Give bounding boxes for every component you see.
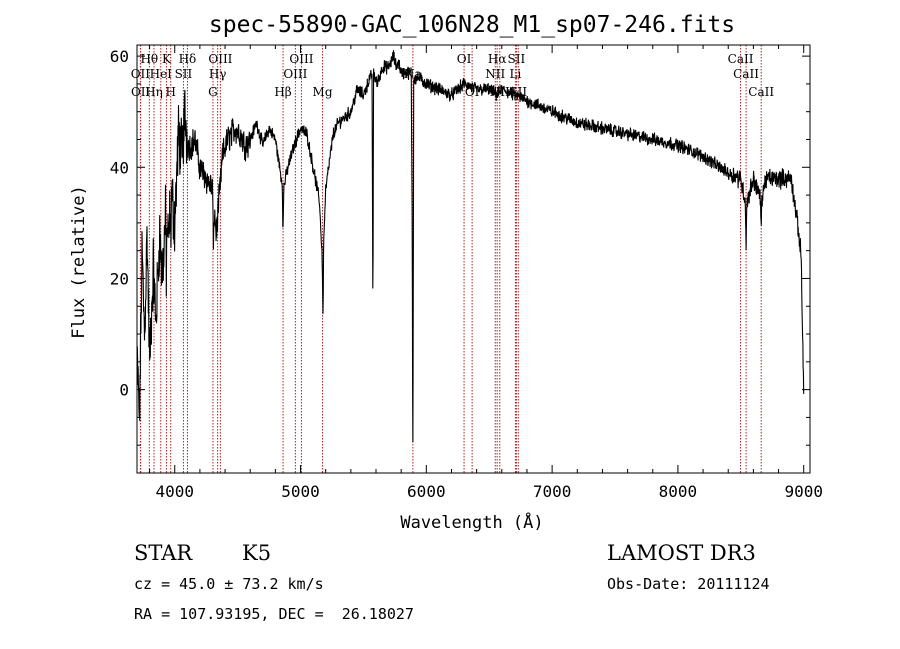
reference-line-label: Mg: [313, 85, 333, 99]
reference-line-label: OIII: [208, 52, 232, 66]
x-tick-label: 9000: [784, 482, 823, 501]
x-axis-label: Wavelength (Å): [400, 511, 543, 533]
y-tick-label: 20: [110, 269, 129, 288]
reference-line-label: OII: [131, 85, 151, 99]
y-tick-label: 0: [119, 381, 129, 400]
reference-line-label: SII: [508, 52, 526, 66]
reference-line-label: OIII: [283, 67, 307, 81]
redshift-velocity: cz = 45.0 ± 73.2 km/s: [134, 575, 324, 593]
y-tick-label: 40: [110, 158, 129, 177]
reference-line-label: OII: [131, 67, 151, 81]
x-tick-label: 8000: [659, 482, 698, 501]
x-tick-label: 6000: [407, 482, 446, 501]
reference-line-label: CaII: [733, 67, 759, 81]
y-axis-label: Flux (relative): [69, 185, 89, 339]
reference-line-label: Hδ: [179, 52, 197, 66]
spectrum-line: [136, 50, 805, 443]
reference-lines: [139, 45, 762, 473]
plot-frame: [136, 44, 811, 474]
reference-line-label: NII: [485, 67, 505, 81]
x-tick-label: 7000: [533, 482, 572, 501]
reference-line-label: Hα: [488, 52, 507, 66]
y-tick-label: 60: [110, 47, 129, 66]
reference-line-label: SII: [175, 67, 193, 81]
reference-line-label: Hβ: [274, 85, 291, 99]
reference-line-label: Hγ: [209, 67, 227, 81]
observation-date: Obs-Date: 20111124: [607, 575, 770, 593]
reference-line-label: Li: [509, 67, 521, 81]
reference-line-label: K: [162, 52, 172, 66]
x-tick-label: 4000: [155, 482, 194, 501]
x-tick-label: 5000: [281, 482, 320, 501]
reference-line-label: H: [165, 85, 175, 99]
reference-line-label: OI: [457, 52, 472, 66]
reference-line-label: CaII: [748, 85, 774, 99]
axis-ticks: 4000 5000 6000 7000 8000 9000 0 20 40 60: [110, 45, 823, 501]
reference-line-label: HeI: [150, 67, 173, 81]
reference-line-label: G: [208, 85, 218, 99]
object-class: STAR: [134, 541, 193, 565]
reference-line-label: CaII: [728, 52, 754, 66]
reference-line-label: Hη: [145, 85, 163, 99]
chart-title: spec-55890-GAC_106N28_M1_sp07-246.fits: [209, 12, 735, 38]
coordinates: RA = 107.93195, DEC = 26.18027: [134, 605, 414, 623]
reference-line-label: Hθ: [140, 52, 158, 66]
object-subclass: K5: [242, 541, 272, 565]
reference-line-label: OIII: [289, 52, 313, 66]
survey-name: LAMOST DR3: [607, 541, 756, 565]
